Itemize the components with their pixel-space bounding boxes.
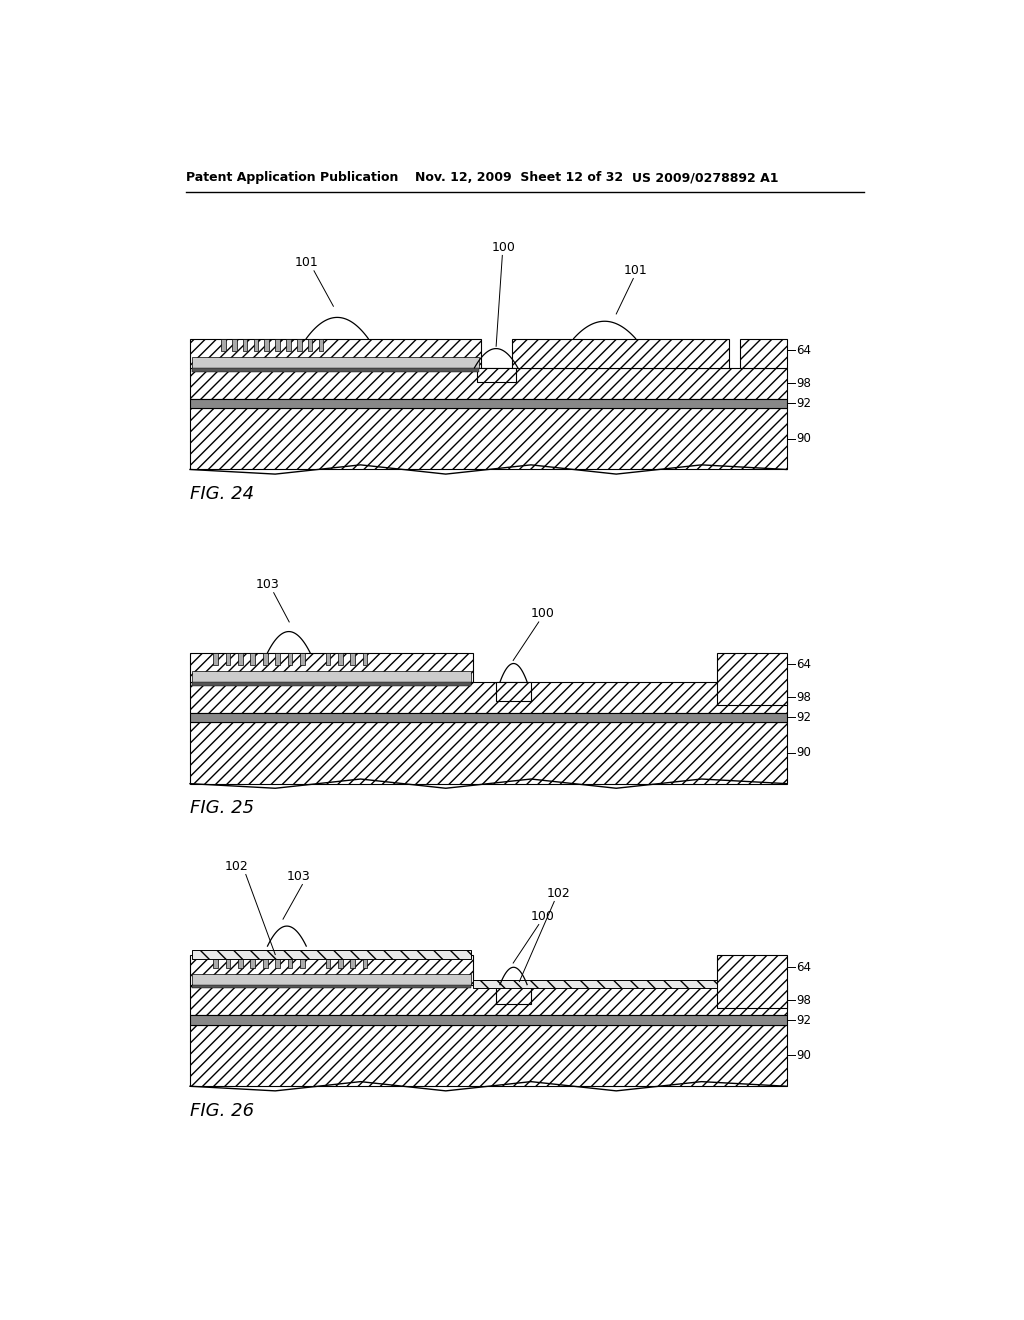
Bar [362,956,368,968]
Text: 101: 101 [294,256,318,269]
Bar [477,368,515,381]
Bar [190,1024,786,1086]
Bar [275,956,280,968]
Text: 92: 92 [796,711,811,723]
Bar [191,358,479,368]
Bar [308,339,312,351]
Text: 98: 98 [796,376,811,389]
Text: Patent Application Publication: Patent Application Publication [186,172,398,185]
Text: 101: 101 [624,264,647,277]
Bar [318,339,324,351]
Bar [231,339,237,351]
Bar [238,653,243,665]
Bar [288,653,292,665]
Text: 100: 100 [492,240,516,253]
Text: 64: 64 [796,961,811,974]
Bar [496,985,531,1003]
Bar [264,339,269,351]
Bar [300,956,305,968]
Text: 102: 102 [546,887,570,900]
Bar [190,399,786,408]
Bar [288,956,292,968]
Bar [512,339,729,368]
Bar [717,653,786,705]
Bar [225,653,230,665]
Bar [190,1015,786,1024]
Text: 103: 103 [287,870,310,883]
Bar [190,653,473,682]
Bar [191,950,471,960]
Text: 100: 100 [530,607,555,620]
Bar [190,722,786,784]
Bar [191,671,471,682]
Text: 92: 92 [796,397,811,409]
Bar [263,956,267,968]
Bar [251,653,255,665]
Bar [191,682,471,686]
Text: 90: 90 [796,432,811,445]
Bar [191,368,479,372]
Bar [297,339,302,351]
Bar [221,339,225,351]
Bar [338,956,343,968]
Bar [740,339,786,368]
Bar [338,653,343,665]
Bar [300,653,305,665]
Text: 92: 92 [796,1014,811,1027]
Text: 64: 64 [796,343,811,356]
Text: 90: 90 [796,1049,811,1063]
Text: 98: 98 [796,690,811,704]
Bar [225,956,230,968]
Bar [717,956,786,1007]
Bar [263,653,267,665]
Bar [243,339,248,351]
Bar [275,653,280,665]
Bar [238,956,243,968]
Text: FIG. 26: FIG. 26 [190,1102,254,1119]
Bar [350,653,355,665]
Bar [190,682,786,713]
Bar [286,339,291,351]
Text: 103: 103 [256,578,280,591]
Bar [190,339,480,368]
Text: Nov. 12, 2009  Sheet 12 of 32: Nov. 12, 2009 Sheet 12 of 32 [415,172,623,185]
Bar [473,979,717,987]
Text: 102: 102 [224,859,249,873]
Bar [254,339,258,351]
Text: US 2009/0278892 A1: US 2009/0278892 A1 [632,172,778,185]
Text: 100: 100 [530,909,555,923]
Bar [191,985,471,989]
Bar [326,653,331,665]
Bar [213,956,218,968]
Text: 98: 98 [796,994,811,1007]
Bar [191,974,471,985]
Bar [190,368,786,399]
Bar [213,653,218,665]
Bar [496,682,531,701]
Bar [251,956,255,968]
Text: FIG. 24: FIG. 24 [190,484,254,503]
Text: FIG. 25: FIG. 25 [190,799,254,817]
Bar [350,956,355,968]
Bar [190,713,786,722]
Text: 64: 64 [796,657,811,671]
Text: 90: 90 [796,746,811,759]
Bar [190,956,473,985]
Bar [190,408,786,470]
Bar [190,985,786,1015]
Bar [362,653,368,665]
Bar [275,339,280,351]
Bar [326,956,331,968]
